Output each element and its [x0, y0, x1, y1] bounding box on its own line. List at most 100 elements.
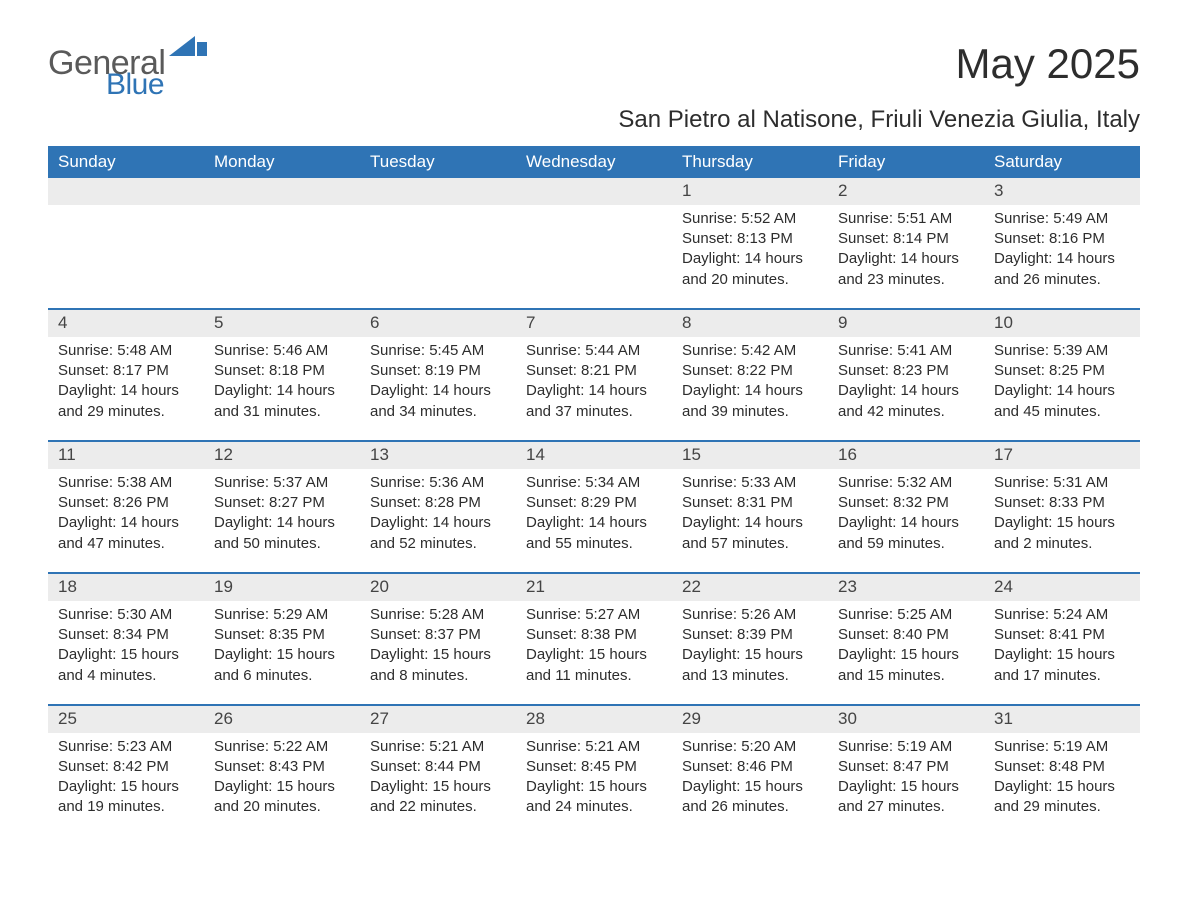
day-number	[48, 178, 204, 205]
daylight1-text: Daylight: 14 hours	[370, 513, 506, 533]
dayname-thursday: Thursday	[672, 146, 828, 178]
sunrise-text: Sunrise: 5:44 AM	[526, 341, 662, 361]
daylight1-text: Daylight: 15 hours	[58, 645, 194, 665]
calendar-cell: 29Sunrise: 5:20 AMSunset: 8:46 PMDayligh…	[672, 706, 828, 836]
sunrise-text: Sunrise: 5:32 AM	[838, 473, 974, 493]
sunrise-text: Sunrise: 5:23 AM	[58, 737, 194, 757]
calendar-cell: 10Sunrise: 5:39 AMSunset: 8:25 PMDayligh…	[984, 310, 1140, 440]
daylight1-text: Daylight: 14 hours	[526, 513, 662, 533]
daylight1-text: Daylight: 15 hours	[58, 777, 194, 797]
day-number: 14	[516, 442, 672, 469]
daylight2-text: and 6 minutes.	[214, 666, 350, 686]
sunrise-text: Sunrise: 5:24 AM	[994, 605, 1130, 625]
calendar-cell: 9Sunrise: 5:41 AMSunset: 8:23 PMDaylight…	[828, 310, 984, 440]
day-number: 28	[516, 706, 672, 733]
sunset-text: Sunset: 8:13 PM	[682, 229, 818, 249]
sunset-text: Sunset: 8:14 PM	[838, 229, 974, 249]
day-number: 26	[204, 706, 360, 733]
day-number: 8	[672, 310, 828, 337]
calendar-cell: 12Sunrise: 5:37 AMSunset: 8:27 PMDayligh…	[204, 442, 360, 572]
sunrise-text: Sunrise: 5:26 AM	[682, 605, 818, 625]
sunrise-text: Sunrise: 5:36 AM	[370, 473, 506, 493]
daylight2-text: and 50 minutes.	[214, 534, 350, 554]
calendar-cell: 5Sunrise: 5:46 AMSunset: 8:18 PMDaylight…	[204, 310, 360, 440]
daylight1-text: Daylight: 15 hours	[994, 513, 1130, 533]
daylight2-text: and 37 minutes.	[526, 402, 662, 422]
sunrise-text: Sunrise: 5:45 AM	[370, 341, 506, 361]
daylight2-text: and 57 minutes.	[682, 534, 818, 554]
daylight2-text: and 24 minutes.	[526, 797, 662, 817]
header-row: General Blue May 2025	[48, 40, 1140, 100]
daylight2-text: and 45 minutes.	[994, 402, 1130, 422]
sunrise-text: Sunrise: 5:49 AM	[994, 209, 1130, 229]
sunrise-text: Sunrise: 5:27 AM	[526, 605, 662, 625]
daylight2-text: and 34 minutes.	[370, 402, 506, 422]
day-number: 24	[984, 574, 1140, 601]
sunset-text: Sunset: 8:46 PM	[682, 757, 818, 777]
day-number: 3	[984, 178, 1140, 205]
brand-logo: General Blue	[48, 46, 167, 100]
day-number: 18	[48, 574, 204, 601]
calendar-cell: 26Sunrise: 5:22 AMSunset: 8:43 PMDayligh…	[204, 706, 360, 836]
day-number: 1	[672, 178, 828, 205]
sunrise-text: Sunrise: 5:52 AM	[682, 209, 818, 229]
calendar-cell	[516, 178, 672, 308]
sunrise-text: Sunrise: 5:31 AM	[994, 473, 1130, 493]
daylight2-text: and 29 minutes.	[994, 797, 1130, 817]
daylight1-text: Daylight: 14 hours	[370, 381, 506, 401]
daylight1-text: Daylight: 15 hours	[370, 777, 506, 797]
calendar-grid: 1 Sunrise: 5:52 AMSunset: 8:13 PM Daylight…	[48, 178, 1140, 836]
daylight2-text: and 26 minutes.	[994, 270, 1130, 290]
sunrise-text: Sunrise: 5:51 AM	[838, 209, 974, 229]
daylight1-text: Daylight: 14 hours	[838, 381, 974, 401]
calendar-cell: 30Sunrise: 5:19 AMSunset: 8:47 PMDayligh…	[828, 706, 984, 836]
dayname-sunday: Sunday	[48, 146, 204, 178]
daylight1-text: Daylight: 15 hours	[526, 777, 662, 797]
calendar-cell: 18Sunrise: 5:30 AMSunset: 8:34 PMDayligh…	[48, 574, 204, 704]
daylight2-text: and 2 minutes.	[994, 534, 1130, 554]
calendar-cell: 17Sunrise: 5:31 AMSunset: 8:33 PMDayligh…	[984, 442, 1140, 572]
sunset-text: Sunset: 8:47 PM	[838, 757, 974, 777]
sunset-text: Sunset: 8:23 PM	[838, 361, 974, 381]
daylight1-text: Daylight: 14 hours	[994, 381, 1130, 401]
sunset-text: Sunset: 8:16 PM	[994, 229, 1130, 249]
sunrise-text: Sunrise: 5:21 AM	[526, 737, 662, 757]
sunrise-text: Sunrise: 5:20 AM	[682, 737, 818, 757]
calendar-cell	[48, 178, 204, 308]
day-number: 10	[984, 310, 1140, 337]
sunset-text: Sunset: 8:27 PM	[214, 493, 350, 513]
calendar-week: 25Sunrise: 5:23 AMSunset: 8:42 PMDayligh…	[48, 704, 1140, 836]
sunrise-text: Sunrise: 5:25 AM	[838, 605, 974, 625]
sunrise-text: Sunrise: 5:33 AM	[682, 473, 818, 493]
calendar-cell: 19Sunrise: 5:29 AMSunset: 8:35 PMDayligh…	[204, 574, 360, 704]
daylight1-text: Daylight: 14 hours	[682, 513, 818, 533]
calendar-week: 18Sunrise: 5:30 AMSunset: 8:34 PMDayligh…	[48, 572, 1140, 704]
daylight1-text: Daylight: 15 hours	[526, 645, 662, 665]
daylight2-text: and 4 minutes.	[58, 666, 194, 686]
daylight1-text: Daylight: 15 hours	[214, 777, 350, 797]
day-number: 15	[672, 442, 828, 469]
calendar-cell: 23Sunrise: 5:25 AMSunset: 8:40 PMDayligh…	[828, 574, 984, 704]
dayname-friday: Friday	[828, 146, 984, 178]
daylight1-text: Daylight: 15 hours	[994, 777, 1130, 797]
sunset-text: Sunset: 8:35 PM	[214, 625, 350, 645]
daylight1-text: Daylight: 14 hours	[838, 249, 974, 269]
calendar-week: 4Sunrise: 5:48 AMSunset: 8:17 PMDaylight…	[48, 308, 1140, 440]
sunset-text: Sunset: 8:28 PM	[370, 493, 506, 513]
daylight1-text: Daylight: 14 hours	[214, 381, 350, 401]
day-number: 13	[360, 442, 516, 469]
sunrise-text: Sunrise: 5:19 AM	[838, 737, 974, 757]
sunrise-text: Sunrise: 5:41 AM	[838, 341, 974, 361]
calendar-cell: 4Sunrise: 5:48 AMSunset: 8:17 PMDaylight…	[48, 310, 204, 440]
day-number: 16	[828, 442, 984, 469]
daylight2-text: and 31 minutes.	[214, 402, 350, 422]
day-number: 22	[672, 574, 828, 601]
day-number	[360, 178, 516, 205]
calendar-cell: 21Sunrise: 5:27 AMSunset: 8:38 PMDayligh…	[516, 574, 672, 704]
daylight1-text: Daylight: 14 hours	[58, 381, 194, 401]
daylight1-text: Daylight: 15 hours	[838, 645, 974, 665]
sunrise-text: Sunrise: 5:21 AM	[370, 737, 506, 757]
daylight1-text: Daylight: 15 hours	[994, 645, 1130, 665]
sunset-text: Sunset: 8:34 PM	[58, 625, 194, 645]
calendar-week: 1 Sunrise: 5:52 AMSunset: 8:13 PM Daylight…	[48, 178, 1140, 308]
